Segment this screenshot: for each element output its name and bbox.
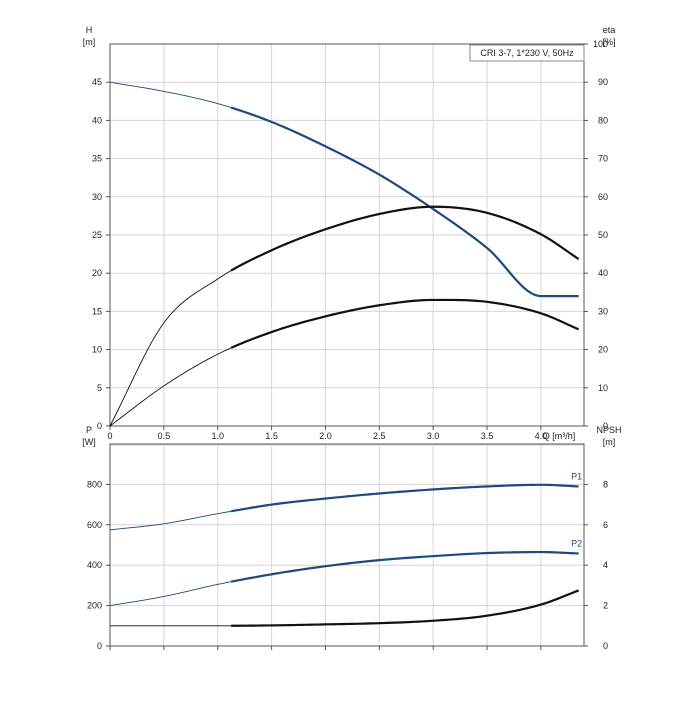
head-efficiency-right-tick-label: 20: [598, 345, 608, 355]
head-efficiency-right-tick-label: 90: [598, 77, 608, 87]
head-efficiency-right-tick-label: 40: [598, 268, 608, 278]
power-npsh-left-tick-label: 400: [87, 560, 102, 570]
head-efficiency-x-tick-label: 0.5: [158, 431, 171, 441]
power-npsh-right-tick-label: 4: [603, 560, 608, 570]
head-efficiency-left-tick-label: 40: [92, 115, 102, 125]
head-efficiency-x-tick-label: 1.0: [211, 431, 224, 441]
power-npsh-left-axis-unit: [W]: [82, 437, 96, 447]
head-efficiency-left-axis-label: H: [86, 25, 93, 35]
power-npsh-series-p1-line: [231, 485, 579, 511]
head-efficiency-left-tick-label: 45: [92, 77, 102, 87]
power-npsh-series-p2-line-thin: [110, 582, 231, 606]
head-efficiency-x-tick-label: 3.5: [481, 431, 494, 441]
head-efficiency-left-tick-label: 5: [97, 383, 102, 393]
head-efficiency-right-axis-label: eta: [603, 25, 616, 35]
power-npsh-left-tick-label: 0: [97, 641, 102, 651]
head-efficiency-right-tick-label: 70: [598, 154, 608, 164]
power-npsh-left-tick-label: 600: [87, 520, 102, 530]
head-efficiency-right-axis-unit: [%]: [602, 37, 615, 47]
head-efficiency-right-tick-label: 60: [598, 192, 608, 202]
head-efficiency-series-0-line-thin: [110, 82, 231, 107]
head-efficiency-series-2-line: [231, 300, 579, 348]
power-npsh-series-label: P2: [571, 538, 582, 548]
power-npsh-left-tick-label: 200: [87, 601, 102, 611]
head-efficiency-x-tick-label: 1.5: [265, 431, 278, 441]
head-efficiency-series-1-line: [231, 207, 579, 271]
power-npsh-frame: [110, 444, 584, 646]
power-npsh-right-tick-label: 2: [603, 601, 608, 611]
power-npsh-right-tick-label: 0: [603, 641, 608, 651]
head-efficiency-left-tick-label: 15: [92, 306, 102, 316]
power-npsh-right-tick-label: 6: [603, 520, 608, 530]
head-efficiency-right-tick-label: 10: [598, 383, 608, 393]
head-efficiency-right-tick-label: 80: [598, 115, 608, 125]
power-npsh-left-tick-label: 800: [87, 479, 102, 489]
head-efficiency-left-tick-label: 20: [92, 268, 102, 278]
head-efficiency-x-tick-label: 3.0: [427, 431, 440, 441]
head-efficiency-x-axis-unit: Q [m³/h]: [543, 431, 576, 441]
head-efficiency-series-1-line-thin: [110, 271, 231, 426]
head-efficiency-left-axis-unit: [m]: [83, 37, 96, 47]
head-efficiency-legend-text: CRI 3-7, 1*230 V, 50Hz: [480, 48, 574, 58]
power-npsh-right-axis-label: NPSH: [596, 425, 621, 435]
head-efficiency-left-tick-label: 35: [92, 154, 102, 164]
power-npsh-left-axis-label: P: [86, 425, 92, 435]
power-npsh-series-p2-line: [231, 552, 579, 582]
power-npsh-series-2-line: [231, 590, 579, 625]
head-efficiency-x-tick-label: 2.5: [373, 431, 386, 441]
power-npsh-right-tick-label: 8: [603, 479, 608, 489]
power-npsh-right-axis-unit: [m]: [603, 437, 616, 447]
power-npsh-series-p1-line-thin: [110, 511, 231, 530]
head-efficiency-right-tick-label: 30: [598, 306, 608, 316]
head-efficiency-left-tick-label: 25: [92, 230, 102, 240]
head-efficiency-left-tick-label: 10: [92, 345, 102, 355]
head-efficiency-right-tick-label: 50: [598, 230, 608, 240]
head-efficiency-left-tick-label: 0: [97, 421, 102, 431]
head-efficiency-series-2-line-thin: [110, 348, 231, 426]
head-efficiency-series-0-line: [231, 108, 579, 297]
power-npsh-series-label: P1: [571, 471, 582, 481]
head-efficiency-x-tick-label: 2.0: [319, 431, 332, 441]
head-efficiency-x-tick-label: 0: [107, 431, 112, 441]
head-efficiency-left-tick-label: 30: [92, 192, 102, 202]
